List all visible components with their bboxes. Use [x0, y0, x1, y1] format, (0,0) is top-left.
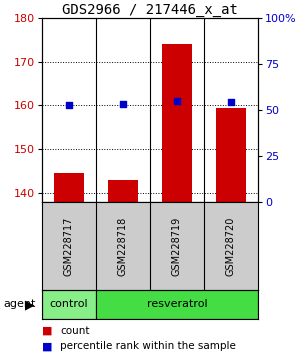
Text: agent: agent	[3, 299, 35, 309]
Bar	[162, 44, 192, 202]
Text: count: count	[60, 326, 89, 336]
Text: ■: ■	[42, 341, 52, 351]
Text: ▶: ▶	[25, 298, 35, 311]
Point	[175, 98, 179, 104]
Title: GDS2966 / 217446_x_at: GDS2966 / 217446_x_at	[62, 3, 238, 17]
Text: GSM228719: GSM228719	[172, 216, 182, 276]
Text: GSM228717: GSM228717	[64, 216, 74, 276]
Text: resveratrol: resveratrol	[147, 299, 207, 309]
Point	[67, 103, 71, 108]
Bar	[96, 290, 258, 319]
Text: GSM228718: GSM228718	[118, 216, 128, 276]
Point	[229, 99, 233, 105]
Text: percentile rank within the sample: percentile rank within the sample	[60, 341, 236, 351]
Bar	[42, 290, 96, 319]
Point	[121, 102, 125, 107]
Bar	[108, 180, 138, 202]
Text: ■: ■	[42, 326, 52, 336]
Bar	[54, 173, 84, 202]
Text: GSM228720: GSM228720	[226, 216, 236, 276]
Bar	[216, 108, 246, 202]
Text: control: control	[50, 299, 88, 309]
